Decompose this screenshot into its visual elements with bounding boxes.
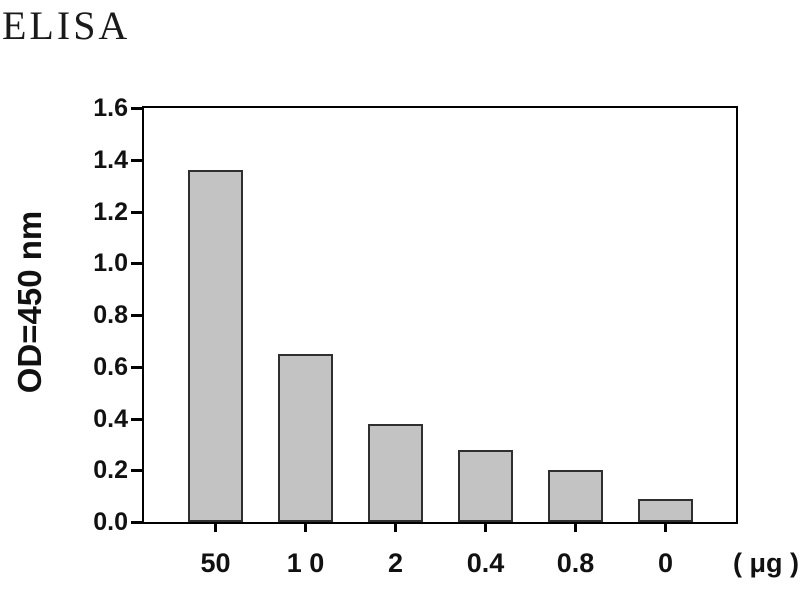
y-axis-tick-label: 0.6 — [93, 352, 128, 381]
y-axis-tick-label: 1.0 — [93, 249, 128, 278]
bar-0.8 — [548, 470, 603, 522]
y-axis-tick — [131, 210, 142, 214]
bar-2 — [368, 424, 423, 522]
x-axis-tick — [484, 524, 487, 532]
x-axis-tick-label: 1 0 — [286, 548, 325, 578]
bar-0 — [638, 499, 693, 522]
x-axis-tick — [394, 524, 397, 532]
bar-1 0 — [278, 354, 333, 522]
y-axis-tick — [131, 521, 142, 524]
x-axis-tick — [574, 524, 577, 532]
y-axis-tick-label: 1.6 — [93, 94, 128, 122]
x-axis-unit-label: ( μg ) — [733, 548, 799, 578]
y-axis-tick-label: 0.4 — [93, 404, 128, 433]
x-axis-tick-label: 2 — [387, 548, 404, 578]
y-axis-tick — [131, 158, 142, 162]
x-axis-tick — [214, 524, 217, 532]
y-axis-tick-label: 1.4 — [93, 145, 128, 174]
y-axis-tick — [131, 365, 142, 369]
y-axis-tick-label: 0.8 — [93, 301, 128, 329]
y-axis-tick-label: 1.2 — [93, 197, 128, 226]
x-axis-tick-label: 50 — [200, 548, 231, 578]
y-axis-tick — [131, 107, 142, 110]
y-axis-tick — [131, 469, 142, 473]
x-axis-tick-label: 0.4 — [466, 548, 505, 578]
x-axis-tick — [664, 524, 667, 532]
y-axis-tick-label: 0.0 — [93, 508, 128, 536]
chart-title: ELISA — [2, 3, 131, 48]
x-axis-tick-label: 0.8 — [556, 548, 595, 578]
y-axis-tick — [131, 262, 142, 266]
y-axis-tick-label: 0.2 — [93, 456, 128, 485]
x-axis-tick-label: 0 — [657, 548, 674, 578]
bar-0.4 — [458, 450, 513, 522]
bar-50 — [188, 170, 243, 522]
x-axis-tick — [304, 524, 307, 532]
y-axis-tick — [131, 314, 142, 317]
y-axis-tick — [131, 417, 142, 421]
